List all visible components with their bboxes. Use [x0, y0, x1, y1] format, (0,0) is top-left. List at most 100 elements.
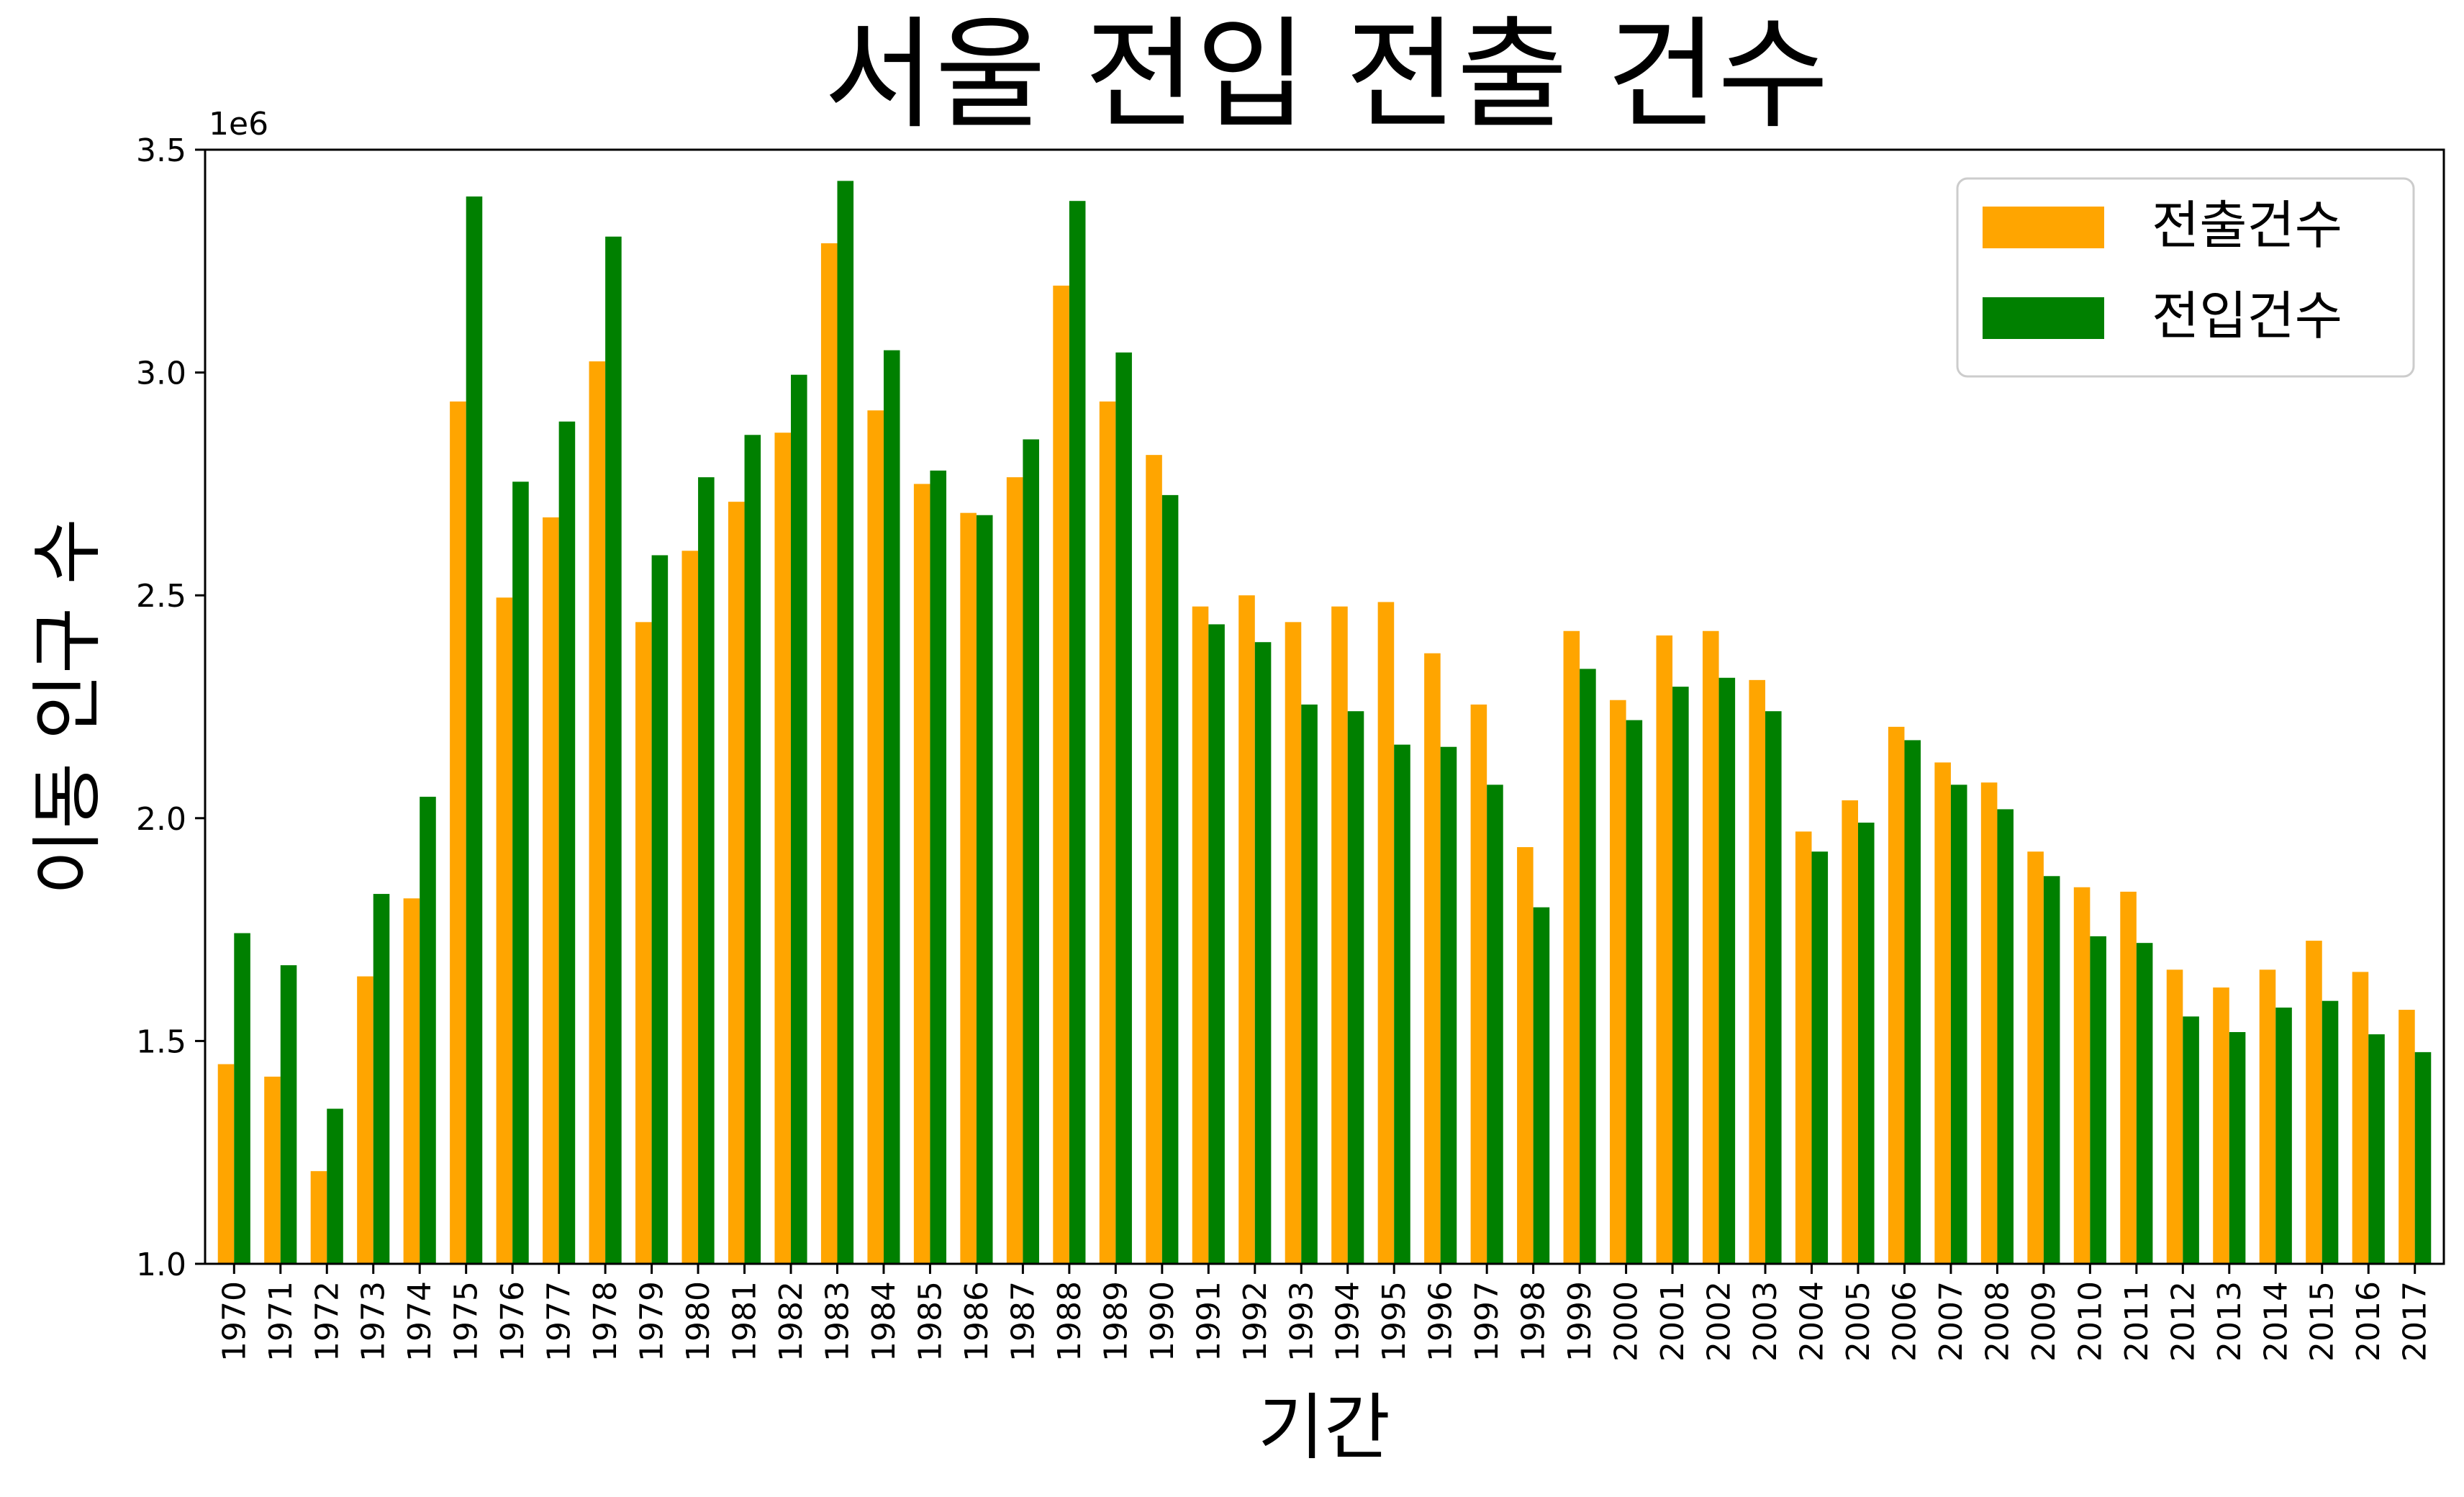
x-tick-label: 1992: [1237, 1281, 1274, 1362]
bar-inflow-1998: [1533, 907, 1550, 1264]
bar-outflow-1982: [774, 433, 792, 1264]
x-tick-label: 2016: [2350, 1281, 2387, 1362]
bar-inflow-1986: [976, 515, 993, 1264]
bar-inflow-1994: [1347, 711, 1364, 1264]
bar-outflow-1974: [403, 898, 420, 1264]
bar-inflow-1982: [791, 374, 807, 1264]
x-tick-label: 1982: [773, 1281, 810, 1362]
x-tick-label: 1989: [1097, 1281, 1134, 1362]
bar-outflow-1994: [1331, 606, 1348, 1264]
bar-inflow-2009: [2043, 876, 2060, 1264]
y-tick-label: 1.0: [136, 1247, 186, 1283]
y-tick-label: 3.0: [136, 356, 186, 392]
bar-inflow-2017: [2414, 1051, 2432, 1264]
bar-inflow-1973: [373, 894, 390, 1264]
x-tick-label: 2015: [2304, 1281, 2341, 1362]
x-tick-label: 2001: [1654, 1281, 1691, 1362]
x-tick-label: 2012: [2165, 1281, 2201, 1362]
bar-inflow-1971: [280, 965, 297, 1264]
x-tick-label: 1986: [959, 1281, 995, 1362]
y-tick-label: 2.5: [136, 578, 186, 615]
x-tick-label: 1991: [1190, 1281, 1227, 1362]
bar-outflow-2004: [1795, 831, 1812, 1264]
bar-outflow-1993: [1285, 622, 1302, 1264]
legend-swatch-outflow: [1983, 207, 2104, 248]
x-tick-label: 2004: [1794, 1281, 1831, 1362]
bar-outflow-2015: [2306, 941, 2322, 1264]
bar-outflow-2017: [2399, 1010, 2415, 1264]
x-tick-label: 1981: [727, 1281, 764, 1362]
x-tick-label: 1980: [680, 1281, 717, 1362]
y-axis: 1.0 1.5 2.0 2.5 3.0 3.5: [136, 132, 205, 1283]
bar-inflow-1976: [512, 481, 529, 1265]
bar-outflow-1970: [217, 1064, 235, 1264]
legend-label-outflow: 전출건수: [2152, 195, 2342, 255]
bar-inflow-2014: [2275, 1007, 2292, 1264]
bar-outflow-2011: [2120, 891, 2137, 1264]
x-tick-label: 1994: [1330, 1281, 1367, 1362]
bar-outflow-1977: [543, 517, 559, 1264]
bar-outflow-2010: [2073, 887, 2091, 1264]
bar-outflow-1989: [1099, 401, 1116, 1264]
x-tick-label: 1985: [912, 1281, 948, 1362]
bar-inflow-2007: [1950, 784, 1967, 1264]
bar-outflow-2009: [2027, 851, 2044, 1264]
x-tick-label: 1996: [1423, 1281, 1459, 1362]
bar-inflow-1987: [1023, 439, 1039, 1264]
bar-inflow-1988: [1069, 201, 1086, 1264]
x-tick-label: 2003: [1747, 1281, 1784, 1362]
bar-outflow-1990: [1146, 455, 1162, 1264]
x-tick-label: 1999: [1562, 1281, 1598, 1362]
bar-inflow-2012: [2183, 1016, 2199, 1264]
x-axis-label: 기간: [1258, 1385, 1390, 1470]
bar-inflow-1974: [420, 797, 436, 1264]
bar-outflow-2007: [1934, 762, 1951, 1264]
legend-label-inflow: 전입건수: [2152, 286, 2342, 346]
bar-outflow-2012: [2166, 969, 2183, 1264]
bar-inflow-1989: [1115, 352, 1132, 1265]
x-tick-label: 1978: [587, 1281, 624, 1362]
x-tick-label: 2014: [2257, 1281, 2294, 1362]
bar-inflow-2005: [1857, 822, 1875, 1264]
bar-outflow-2000: [1610, 700, 1626, 1264]
bar-outflow-1981: [728, 502, 745, 1265]
bar-inflow-2004: [1811, 851, 1829, 1264]
x-tick-label: 1975: [448, 1281, 485, 1362]
x-tick-label: 1997: [1469, 1281, 1505, 1362]
bar-inflow-2001: [1672, 687, 1689, 1264]
bar-inflow-2015: [2322, 1000, 2339, 1264]
bar-inflow-2013: [2229, 1032, 2246, 1264]
bar-inflow-1993: [1301, 704, 1318, 1264]
x-tick-label: 2005: [1840, 1281, 1877, 1362]
bar-inflow-2010: [2090, 936, 2106, 1264]
bar-inflow-2002: [1718, 677, 1736, 1264]
x-tick-label: 1995: [1376, 1281, 1413, 1362]
bar-outflow-1995: [1377, 602, 1395, 1264]
x-tick-label: 2010: [2072, 1281, 2109, 1362]
y-tick-label: 3.5: [136, 132, 186, 169]
y-tick-label: 2.0: [136, 801, 186, 838]
bar-outflow-1996: [1424, 653, 1441, 1264]
x-tick-label: 2013: [2211, 1281, 2248, 1362]
x-tick-label: 1990: [1144, 1281, 1181, 1362]
x-tick-label: 1977: [541, 1281, 578, 1362]
x-tick-label: 1976: [494, 1281, 531, 1362]
bar-inflow-1984: [883, 350, 900, 1264]
x-tick-label: 1987: [1005, 1281, 1041, 1362]
bar-outflow-2001: [1656, 635, 1673, 1264]
bar-inflow-2016: [2368, 1034, 2385, 1264]
bar-outflow-2003: [1749, 679, 1766, 1264]
bar-inflow-1977: [558, 421, 576, 1265]
y-axis-label: 이동 인구 수: [25, 518, 109, 895]
bar-outflow-1979: [635, 622, 652, 1264]
bar-outflow-2014: [2259, 969, 2276, 1264]
bar-outflow-1980: [681, 551, 699, 1264]
bar-inflow-1981: [744, 435, 761, 1264]
bar-inflow-1975: [466, 196, 483, 1264]
y-offset-label: 1e6: [209, 106, 268, 143]
y-tick-label: 1.5: [136, 1023, 186, 1060]
bar-inflow-1995: [1394, 744, 1410, 1264]
x-tick-label: 1983: [819, 1281, 856, 1362]
bar-inflow-1978: [605, 236, 622, 1264]
